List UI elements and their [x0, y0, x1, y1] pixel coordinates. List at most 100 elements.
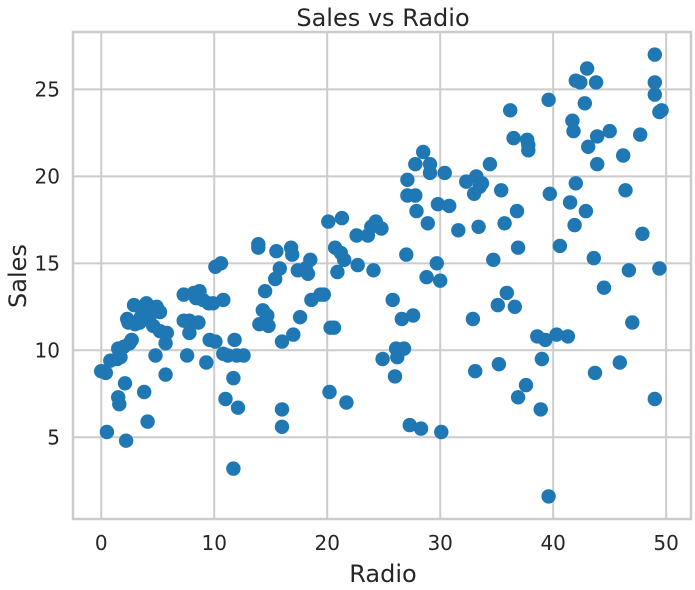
- scatter-point: [635, 226, 650, 241]
- scatter-point: [616, 148, 631, 163]
- scatter-point: [409, 203, 424, 219]
- scatter-point: [542, 186, 557, 201]
- scatter-point: [334, 210, 350, 226]
- scatter-point: [510, 240, 526, 255]
- scatter-point: [437, 165, 452, 181]
- scatter-point: [471, 219, 486, 234]
- scatter-point: [218, 391, 233, 407]
- scatter-point: [179, 348, 195, 363]
- scatter-point: [98, 365, 114, 381]
- x-tick-label: 30: [427, 531, 452, 555]
- scatter-point: [226, 461, 241, 476]
- scatter-point: [579, 61, 595, 76]
- x-tick-label: 10: [201, 531, 226, 555]
- scatter-point: [408, 157, 423, 172]
- scatter-point: [236, 348, 251, 363]
- scatter-point: [647, 75, 662, 90]
- scatter-point: [507, 299, 522, 314]
- y-tick-labels: 5 10 15 20 25: [35, 77, 60, 449]
- scatter-point: [567, 217, 582, 233]
- scatter-point: [261, 318, 276, 334]
- x-tick-labels: 0 10 20 30 40 50: [95, 531, 679, 555]
- scatter-point: [316, 287, 331, 302]
- scatter-point: [402, 417, 417, 433]
- scatter-point: [586, 250, 601, 266]
- x-tick-label: 20: [314, 531, 339, 555]
- scatter-point: [482, 157, 498, 172]
- scatter-point: [497, 216, 512, 231]
- scatter-point: [621, 263, 637, 278]
- scatter-point: [510, 390, 526, 405]
- scatter-point: [124, 332, 139, 348]
- y-tick-label: 20: [35, 164, 60, 188]
- scatter-point: [208, 334, 223, 349]
- x-axis-label: Radio: [349, 560, 416, 588]
- scatter-point: [577, 96, 592, 111]
- y-axis-label: Sales: [4, 244, 32, 308]
- scatter-point: [99, 424, 115, 440]
- grid: [73, 32, 691, 519]
- scatter-point: [251, 240, 266, 255]
- scatter-point: [499, 285, 514, 301]
- scatter-point: [552, 238, 568, 254]
- scatter-point: [419, 270, 434, 285]
- scatter-point: [612, 355, 627, 370]
- scatter-point: [433, 273, 448, 288]
- scatter-point: [654, 103, 669, 118]
- scatter-point: [257, 284, 273, 299]
- chart-title: Sales vs Radio: [296, 4, 469, 32]
- scatter-point: [230, 400, 246, 415]
- scatter-point: [625, 315, 640, 330]
- scatter-point: [350, 257, 365, 273]
- scatter-point: [618, 183, 633, 198]
- scatter-point: [226, 370, 241, 386]
- scatter-point: [191, 315, 206, 330]
- scatter-point: [602, 123, 617, 139]
- scatter-point: [541, 92, 556, 108]
- scatter-point: [375, 351, 390, 367]
- scatter-point: [326, 320, 342, 335]
- x-tick-label: 0: [95, 531, 108, 555]
- scatter-point: [509, 203, 525, 219]
- scatter-point: [647, 47, 662, 62]
- scatter-point: [429, 256, 444, 271]
- scatter-point: [216, 292, 231, 308]
- scatter-point: [647, 391, 662, 407]
- scatter-point: [269, 244, 284, 259]
- scatter-point: [322, 384, 337, 400]
- scatter-point: [468, 364, 483, 379]
- scatter-point: [405, 308, 421, 323]
- scatter-point: [430, 197, 446, 212]
- scatter-point: [538, 332, 553, 348]
- scatter-point: [590, 157, 605, 172]
- scatter-point: [148, 348, 163, 363]
- scatter-point: [562, 195, 578, 210]
- scatter-point: [465, 311, 481, 327]
- scatter-point: [422, 157, 438, 172]
- scatter-point: [590, 129, 605, 144]
- scatter-point: [272, 261, 287, 276]
- scatter-point: [533, 402, 548, 417]
- y-tick-label: 10: [35, 338, 60, 362]
- scatter-point: [565, 113, 580, 128]
- scatter-point: [339, 395, 354, 410]
- x-tick-label: 50: [653, 531, 678, 555]
- scatter-point: [420, 216, 435, 231]
- scatter-point: [521, 143, 536, 158]
- scatter-point: [366, 263, 381, 278]
- scatter-point: [330, 264, 345, 280]
- scatter-point: [374, 221, 389, 236]
- scatter-point: [560, 329, 576, 344]
- y-tick-label: 5: [47, 425, 60, 449]
- scatter-point: [274, 419, 290, 434]
- scatter-point: [199, 355, 214, 370]
- scatter-point: [387, 369, 403, 384]
- scatter-point: [274, 402, 290, 417]
- scatter-point: [385, 292, 400, 308]
- scatter-point: [506, 130, 521, 146]
- scatter-point: [566, 123, 581, 139]
- scatter-point: [285, 247, 300, 262]
- scatter-point: [158, 336, 173, 351]
- scatter-point: [140, 414, 155, 429]
